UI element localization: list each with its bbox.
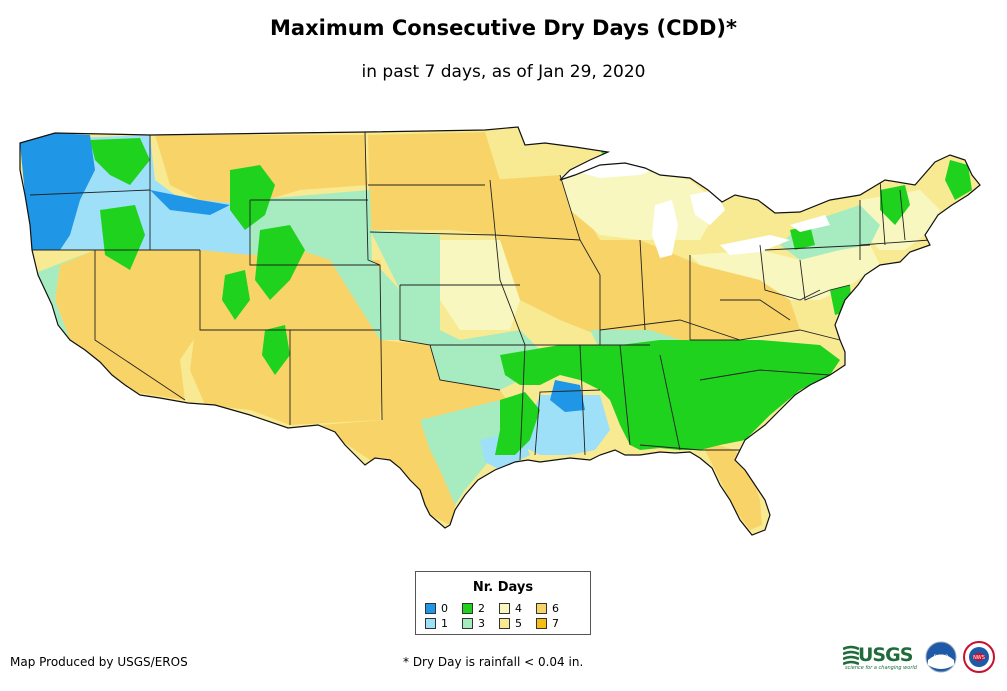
nws-logo-text: NWS — [973, 655, 985, 661]
map-title: Maximum Consecutive Dry Days (CDD)* — [270, 16, 737, 40]
cdd-regions — [20, 132, 972, 530]
legend-swatch-1 — [425, 618, 436, 629]
legend-swatch-7 — [536, 618, 547, 629]
legend-label-5: 5 — [515, 617, 522, 630]
footnote-text: * Dry Day is rainfall < 0.04 in. — [403, 655, 584, 669]
noaa-logo-text: noaa — [934, 653, 949, 660]
state-borders — [29, 131, 931, 461]
usgs-logo-mark — [843, 645, 859, 666]
legend-swatch-6 — [536, 603, 547, 614]
legend-label-1: 1 — [441, 617, 448, 630]
nws-logo: NWS — [963, 641, 995, 673]
legend-swatch-2 — [462, 603, 473, 614]
legend-label-7: 7 — [552, 617, 559, 630]
legend: Nr. Days 0 1 2 3 4 5 6 7 — [415, 571, 591, 635]
usgs-tagline: science for a changing world — [845, 665, 917, 671]
legend-swatch-5 — [499, 618, 510, 629]
usgs-logo: USGS — [858, 644, 913, 666]
legend-label-2: 2 — [478, 602, 485, 615]
noaa-logo: noaa — [925, 641, 957, 673]
legend-swatch-3 — [462, 618, 473, 629]
legend-label-6: 6 — [552, 602, 559, 615]
map-subtitle: in past 7 days, as of Jan 29, 2020 — [361, 62, 646, 82]
legend-label-3: 3 — [478, 617, 485, 630]
legend-label-4: 4 — [515, 602, 522, 615]
credit-text: Map Produced by USGS/EROS — [10, 655, 188, 669]
legend-title: Nr. Days — [472, 580, 534, 595]
legend-label-0: 0 — [441, 602, 448, 615]
legend-swatch-4 — [499, 603, 510, 614]
legend-swatch-0 — [425, 603, 436, 614]
